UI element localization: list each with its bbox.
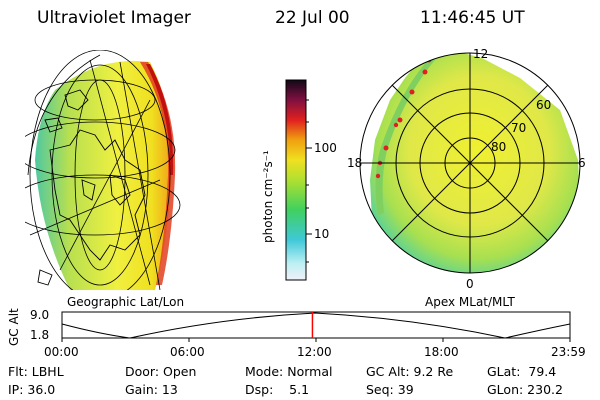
colorbar-tick-10: 10: [314, 227, 330, 241]
mlat-label-70: 70: [511, 121, 527, 135]
gc-alt-readout: GC Alt: 9.2 Re: [366, 364, 454, 379]
door-readout: Door: Open: [125, 364, 197, 379]
polar-map-caption: Apex MLat/MLT: [425, 295, 515, 309]
timeline-ytick-min: 1.8: [30, 328, 50, 342]
mlat-label-80: 80: [491, 140, 507, 154]
mode-readout: Mode: Normal: [245, 364, 333, 379]
glon-readout: GLon: 230.2: [487, 382, 563, 397]
timeline-xtick-1200: 12:00: [297, 345, 332, 359]
colorbar-tick-100: 100: [314, 141, 337, 155]
timeline-axis-label: GC Alt: [7, 308, 21, 346]
polar-grid: [359, 52, 581, 274]
altitude-timeline: [61, 311, 571, 342]
app-title: Ultraviolet Imager: [37, 8, 191, 28]
altitude-curve: [61, 312, 571, 339]
lat-lon-grid: [25, 50, 181, 290]
geographic-map: [25, 50, 181, 290]
dsp-readout: Dsp: 5.1: [245, 382, 310, 397]
dayside-hotspots: [375, 57, 432, 179]
ip-readout: IP: 36.0: [8, 382, 56, 397]
coastline: [37, 89, 146, 286]
mlt-label-12: 12: [473, 47, 489, 61]
timeline-ytick-max: 9.0: [30, 308, 50, 322]
date-readout: 22 Jul 00: [275, 8, 350, 28]
filter-readout: Flt: LBHL: [8, 364, 64, 379]
time-readout: 11:46:45 UT: [420, 8, 525, 28]
colorbar-unit-label: photon cm⁻²s⁻¹: [261, 150, 275, 243]
polar-map: [359, 52, 581, 274]
gain-readout: Gain: 13: [125, 382, 178, 397]
colorbar: [285, 79, 312, 281]
mlat-label-60: 60: [536, 98, 552, 112]
mlt-label-18: 18: [347, 156, 363, 170]
mlt-label-6: 6: [578, 156, 586, 170]
timeline-xtick-0000: 00:00: [44, 345, 79, 359]
seq-readout: Seq: 39: [366, 382, 414, 397]
timeline-xtick-0600: 06:00: [170, 345, 205, 359]
timeline-xtick-2359: 23:59: [551, 345, 586, 359]
timeline-xtick-1800: 18:00: [424, 345, 459, 359]
glat-readout: GLat: 79.4: [487, 364, 557, 379]
geographic-map-caption: Geographic Lat/Lon: [67, 295, 185, 309]
mlt-label-0: 0: [466, 277, 474, 291]
timeline-ticks: [61, 338, 571, 342]
